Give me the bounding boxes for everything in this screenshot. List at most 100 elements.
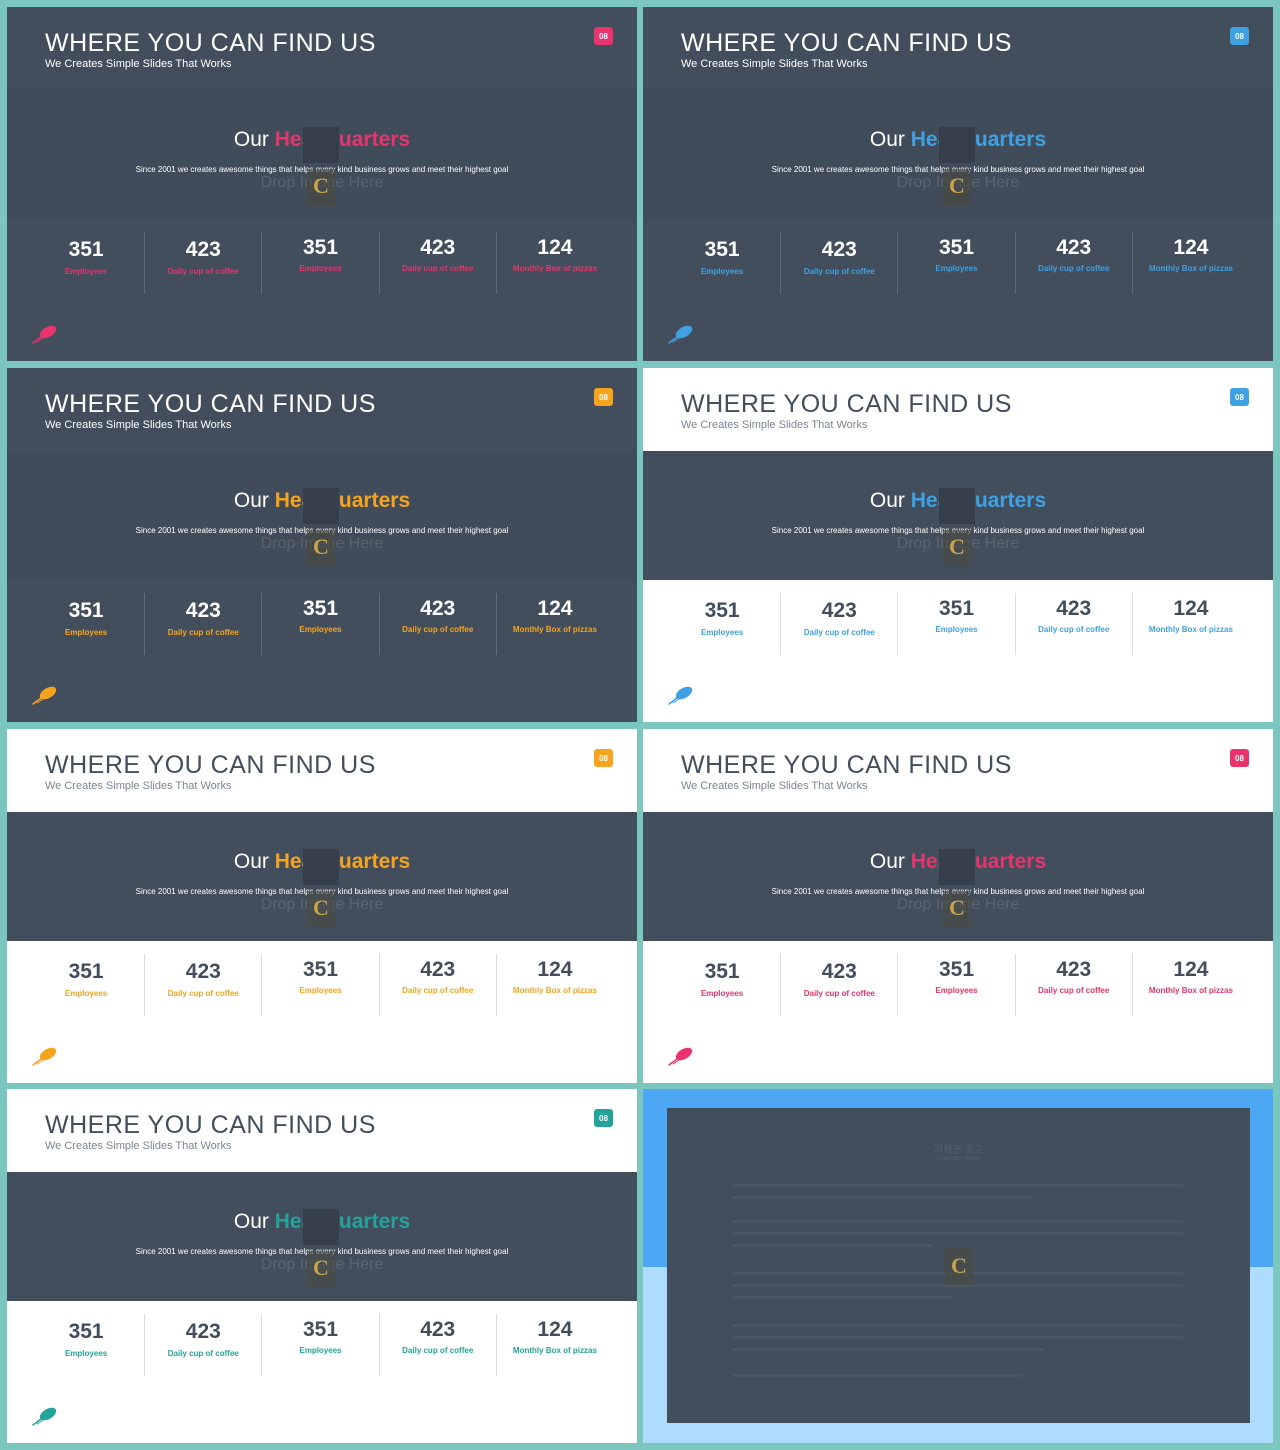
stat-label: Monthly Box of pizzas xyxy=(1148,625,1233,634)
content-logo-icon: C xyxy=(303,849,339,929)
slide-7[interactable]: WHERE YOU CAN FIND US We Creates Simple … xyxy=(7,1089,637,1443)
slide-4[interactable]: WHERE YOU CAN FIND US We Creates Simple … xyxy=(643,368,1273,722)
slide-subtitle: We Creates Simple Slides That Works xyxy=(45,419,232,431)
heading-highlight: Headquarters xyxy=(274,850,411,873)
slide-title: WHERE YOU CAN FIND US xyxy=(45,390,376,418)
notice-text-line xyxy=(733,1184,1183,1187)
stat-label: Employees xyxy=(935,986,978,995)
stat-value: 423 xyxy=(185,960,221,983)
notice-text-line xyxy=(733,1336,1183,1339)
stat-label: Employees xyxy=(299,264,342,273)
slide-1[interactable]: WHERE YOU CAN FIND US We Creates Simple … xyxy=(7,7,637,361)
slide-title: WHERE YOU CAN FIND US xyxy=(45,751,376,779)
stat-value: 351 xyxy=(68,960,104,983)
stat-label: Daily cup of coffee xyxy=(402,1346,474,1355)
rocket-icon xyxy=(667,323,695,345)
stat-value: 124 xyxy=(537,958,573,981)
notice-text-line xyxy=(733,1374,1023,1377)
stat-label: Employees xyxy=(700,628,744,637)
stat-value: 423 xyxy=(821,960,857,983)
stat-label: Daily cup of coffee xyxy=(1038,625,1110,634)
stat-item: 351 Employees xyxy=(664,593,780,655)
svg-text:C: C xyxy=(949,895,965,920)
stat-item: 351 Employees xyxy=(664,232,780,294)
heading-highlight: Headquarters xyxy=(274,128,411,151)
page-number-badge: 08 xyxy=(1230,749,1249,767)
page-number-badge: 08 xyxy=(594,388,613,406)
stat-label: Daily cup of coffee xyxy=(167,628,239,637)
stats-row: 351 Employees 423 Daily cup of coffee 351 E… xyxy=(28,593,613,655)
stat-label: Daily cup of coffee xyxy=(1038,986,1110,995)
stats-row: 351 Employees 423 Daily cup of coffee 351 E… xyxy=(664,232,1249,294)
stat-value: 124 xyxy=(537,236,573,259)
stat-value: 351 xyxy=(302,1318,339,1341)
stats-row: 351 Employees 423 Daily cup of coffee 351 E… xyxy=(664,954,1249,1016)
stat-value: 423 xyxy=(821,599,857,622)
stat-label: Employees xyxy=(64,989,108,998)
stat-item: 423 Daily cup of coffee xyxy=(378,232,496,294)
page-number-badge: 08 xyxy=(1230,388,1249,406)
heading-plain: Our xyxy=(869,128,905,151)
slide-6[interactable]: WHERE YOU CAN FIND US We Creates Simple … xyxy=(643,729,1273,1083)
content-logo-icon: C xyxy=(303,1209,339,1289)
stat-label: Daily cup of coffee xyxy=(167,989,239,998)
slide-3[interactable]: WHERE YOU CAN FIND US We Creates Simple … xyxy=(7,368,637,722)
stat-value: 423 xyxy=(1056,958,1092,981)
stat-item: 351 Employees xyxy=(664,954,780,1016)
slide-title: WHERE YOU CAN FIND US xyxy=(681,751,1012,779)
stat-label: Monthly Box of pizzas xyxy=(512,625,597,634)
stat-label: Daily cup of coffee xyxy=(402,264,474,273)
stat-label: Monthly Box of pizzas xyxy=(1148,264,1233,273)
heading-highlight: Headquarters xyxy=(910,850,1047,873)
stat-label: Employees xyxy=(299,1346,342,1355)
stat-label: Monthly Box of pizzas xyxy=(512,264,597,273)
slide-2[interactable]: WHERE YOU CAN FIND US We Creates Simple … xyxy=(643,7,1273,361)
slide-subtitle: We Creates Simple Slides That Works xyxy=(45,1140,232,1152)
stat-item: 351 Employees xyxy=(261,954,378,1016)
stat-label: Employees xyxy=(299,625,342,634)
stat-item: 351 Employees xyxy=(28,593,144,655)
stat-item: 351 Employees xyxy=(261,1314,378,1376)
stat-item: 124 Monthly Box of pizzas xyxy=(495,593,613,655)
stat-item: 351 Employees xyxy=(28,1314,144,1376)
stat-label: Daily cup of coffee xyxy=(803,628,875,637)
slide-5[interactable]: WHERE YOU CAN FIND US We Creates Simple … xyxy=(7,729,637,1083)
stats-row: 351 Employees 423 Daily cup of coffee 351 E… xyxy=(28,954,613,1016)
stat-label: Employees xyxy=(935,264,978,273)
stat-item: 423 Daily cup of coffee xyxy=(378,593,496,655)
stat-item: 351 Employees xyxy=(28,954,144,1016)
stat-value: 124 xyxy=(537,597,573,620)
stat-label: Daily cup of coffee xyxy=(803,989,875,998)
heading-plain: Our xyxy=(233,850,269,873)
slide-title: WHERE YOU CAN FIND US xyxy=(681,390,1012,418)
stat-item: 351 Employees xyxy=(261,232,378,294)
notice-text-line xyxy=(733,1196,1033,1199)
stat-label: Daily cup of coffee xyxy=(803,267,875,276)
heading-highlight: Headquarters xyxy=(274,1210,411,1233)
svg-text:C: C xyxy=(313,895,329,920)
heading-highlight: Headquarters xyxy=(274,489,411,512)
heading-plain: Our xyxy=(233,1210,269,1233)
notice-text-line xyxy=(733,1244,933,1247)
slide-title: WHERE YOU CAN FIND US xyxy=(45,29,376,57)
svg-text:C: C xyxy=(313,173,329,198)
stat-item: 124 Monthly Box of pizzas xyxy=(495,1314,613,1376)
stat-item: 423 Daily cup of coffee xyxy=(780,232,897,294)
stat-item: 423 Daily cup of coffee xyxy=(378,1314,496,1376)
stat-value: 351 xyxy=(302,958,339,981)
notice-text-line xyxy=(733,1284,1183,1287)
stat-item: 124 Monthly Box of pizzas xyxy=(1131,954,1249,1016)
content-logo-icon: C xyxy=(939,849,975,929)
stat-item: 351 Employees xyxy=(897,593,1014,655)
stat-label: Employees xyxy=(64,628,108,637)
notice-title: 저작권 공고 xyxy=(934,1145,983,1156)
stat-value: 351 xyxy=(704,238,740,261)
stat-value: 124 xyxy=(1173,958,1209,981)
copyright-notice-slide[interactable]: 저작권 공고 Copyright Notice C xyxy=(643,1089,1273,1443)
stat-item: 124 Monthly Box of pizzas xyxy=(495,954,613,1016)
stat-value: 423 xyxy=(420,236,456,259)
stat-value: 351 xyxy=(302,597,339,620)
slide-title: WHERE YOU CAN FIND US xyxy=(45,1111,376,1139)
stat-item: 423 Daily cup of coffee xyxy=(144,232,261,294)
svg-text:C: C xyxy=(949,173,965,198)
